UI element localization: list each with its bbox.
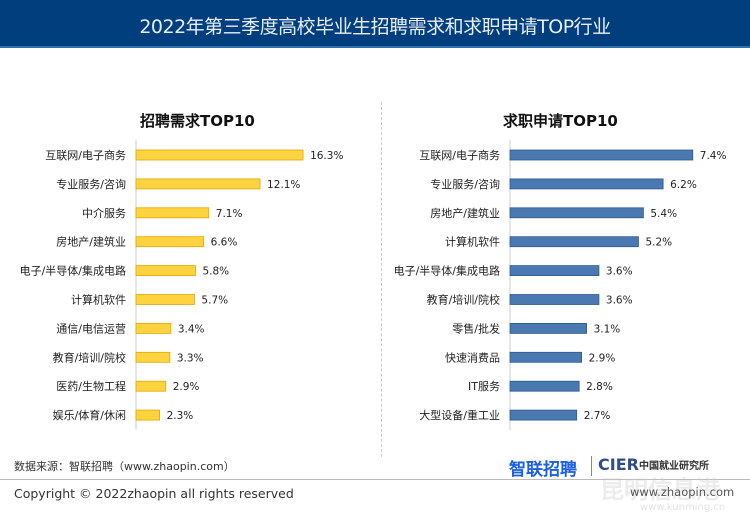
category-label: 教育/培训/院校 [427, 293, 500, 307]
category-label: 教育/培训/院校 [53, 350, 126, 364]
logo-separator [591, 456, 592, 476]
category-label: 通信/电信运营 [56, 321, 126, 335]
category-label: 大型设备/重工业 [419, 408, 500, 422]
copyright: Copyright © 2022zhaopin all rights reser… [14, 486, 294, 501]
data-label: 6.2% [670, 179, 697, 191]
category-label: 专业服务/咨询 [56, 177, 126, 191]
bar [135, 207, 210, 219]
bar [135, 294, 195, 305]
category-label: 计算机软件 [71, 293, 126, 307]
bar [135, 149, 304, 161]
bar [509, 207, 644, 219]
data-label: 3.3% [177, 352, 204, 364]
category-label: IT服务 [468, 380, 500, 393]
data-label: 7.1% [216, 208, 243, 220]
zhaopin-logo: 智联招聘 [509, 460, 577, 480]
data-label: 16.3% [310, 150, 343, 162]
category-label: 零售/批发 [452, 321, 500, 335]
data-label: 3.6% [606, 266, 633, 278]
chart-divider [381, 102, 382, 457]
data-label: 2.9% [173, 381, 200, 393]
data-label: 3.6% [606, 295, 633, 307]
category-label: 娱乐/体育/休闲 [53, 408, 126, 422]
bar [135, 409, 160, 421]
recruitment-demand-chart: 互联网/电子商务 16.3% 专业服务/咨询 12.1% 中介服务 7.1% 房地产/建筑业… [20, 140, 343, 430]
category-label: 电子/半导体/集成电路 [20, 264, 126, 278]
bar [509, 149, 694, 161]
watermark-url: www.kunming.cn [640, 502, 726, 513]
data-label: 6.6% [211, 237, 238, 249]
cier-logo: CIER [598, 455, 639, 474]
data-label: 5.4% [650, 208, 677, 220]
category-label: 互联网/电子商务 [45, 148, 126, 162]
category-label: 中介服务 [82, 207, 126, 220]
data-label: 2.3% [167, 410, 194, 422]
bar [509, 409, 578, 421]
bar [135, 380, 167, 392]
category-label: 医药/生物工程 [56, 379, 126, 393]
data-label: 5.7% [201, 295, 228, 307]
footer-divider [0, 479, 750, 480]
data-label: 3.4% [178, 323, 205, 335]
category-label: 计算机软件 [445, 235, 500, 249]
bar [509, 322, 587, 334]
category-label: 房地产/建筑业 [56, 235, 126, 249]
header-banner: 2022年第三季度高校毕业生招聘需求和求职申请TOP行业 [0, 0, 750, 48]
data-label: 3.1% [594, 323, 621, 335]
footer-url: www.zhaopin.com [630, 485, 735, 499]
category-label: 快速消费品 [445, 350, 500, 364]
bar [509, 236, 639, 248]
bar [509, 351, 583, 363]
right-chart-title: 求职申请TOP10 [503, 112, 618, 130]
data-label: 12.1% [267, 179, 300, 191]
data-label: 2.7% [584, 410, 611, 422]
category-label: 互联网/电子商务 [419, 148, 500, 162]
bar [509, 178, 664, 190]
bar [135, 322, 172, 334]
data-label: 2.8% [586, 381, 613, 393]
bar [509, 265, 600, 277]
category-label: 电子/半导体/集成电路 [394, 264, 500, 278]
data-label: 2.9% [589, 352, 616, 364]
data-label: 5.2% [645, 237, 672, 249]
watermark: 昆明信息港 [600, 476, 720, 504]
data-source: 数据来源：智联招聘（www.zhaopin.com） [14, 460, 235, 473]
bar [135, 265, 196, 277]
left-chart-title: 招聘需求TOP10 [140, 112, 255, 130]
bar [509, 380, 580, 392]
bar [135, 236, 205, 248]
job-application-chart: 互联网/电子商务 7.4% 专业服务/咨询 6.2% 房地产/建筑业 5.4% 计算机软件 5… [394, 140, 727, 430]
bar [135, 351, 171, 363]
bar [509, 294, 600, 305]
data-label: 5.8% [202, 266, 229, 278]
cier-logo-cn: 中国就业研究所 [639, 461, 709, 472]
category-label: 专业服务/咨询 [430, 177, 500, 191]
data-label: 7.4% [700, 150, 727, 162]
bar [135, 178, 261, 190]
category-label: 房地产/建筑业 [430, 206, 500, 220]
page-title: 2022年第三季度高校毕业生招聘需求和求职申请TOP行业 [139, 16, 611, 38]
